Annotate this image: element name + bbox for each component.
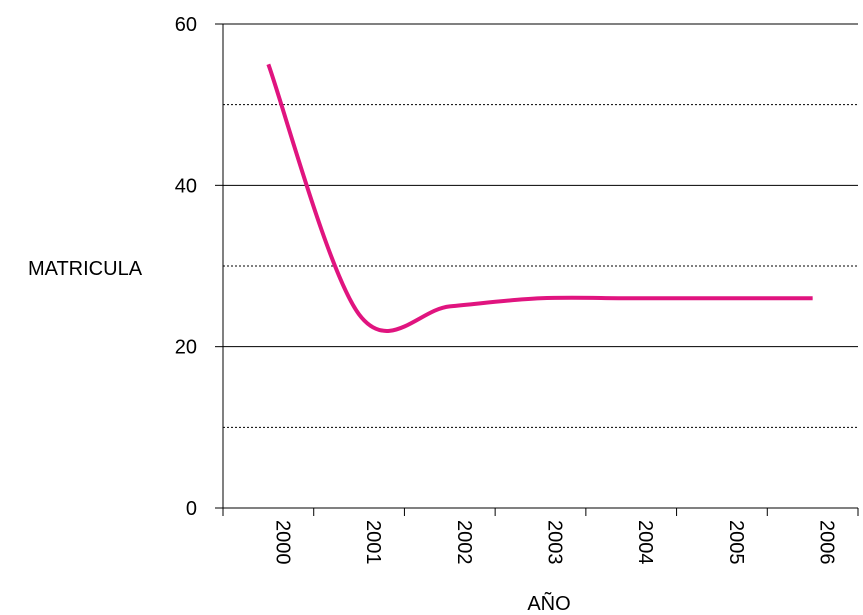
x-tick-label: 2003 [544, 520, 566, 565]
x-tick-label: 2000 [271, 520, 293, 565]
series-line [266, 63, 813, 333]
x-tick-label: 2001 [362, 520, 384, 565]
y-tick-label: 40 [175, 175, 197, 197]
y-axis-title: MATRICULA [28, 258, 143, 280]
x-tick-label: 2002 [453, 520, 475, 565]
y-tick-label: 20 [175, 337, 197, 359]
y-tick-label: 0 [186, 498, 197, 520]
axis-ticks: 0 20 40 60 2000 2001 2002 2003 2004 2005 2006 [175, 14, 859, 565]
series-layer [266, 63, 813, 333]
x-axis-title: AÑO [527, 591, 570, 615]
gridlines [223, 23, 858, 428]
x-tick-label: 2005 [725, 520, 747, 565]
y-tick-label: 60 [175, 14, 197, 36]
x-tick-label: 2006 [816, 520, 838, 565]
x-tick-label: 2004 [634, 520, 656, 565]
